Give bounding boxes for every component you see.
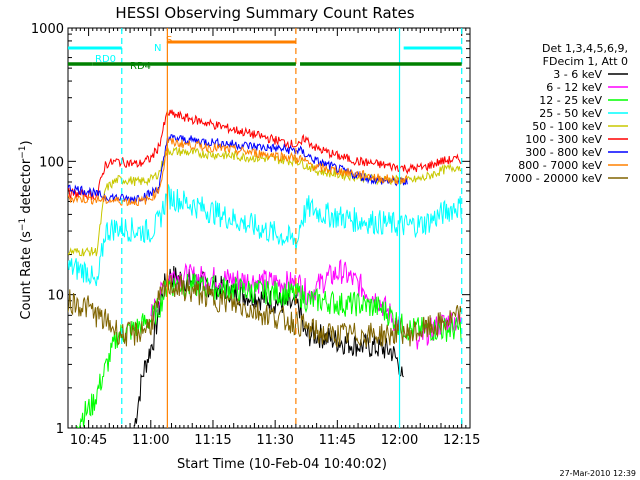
y-tick-label: 1000 [31,22,64,37]
series-2-line [150,258,462,350]
footer-timestamp: 27-Mar-2010 12:39 [560,469,637,478]
legend: Det 1,3,4,5,6,9,FDecim 1, Att 03 - 6 keV… [504,42,628,185]
state-label-rd4: RD4 [130,61,151,72]
x-tick-label: 11:45 [319,433,356,448]
legend-label: 300 - 800 keV [525,146,602,159]
x-tick-label: 12:00 [381,433,418,448]
legend-label: 7000 - 20000 keV [504,172,602,185]
state-label-s: S [166,35,172,46]
legend-label: 6 - 12 keV [546,81,602,94]
x-tick-label: 12:15 [443,433,480,448]
legend-header: FDecim 1, Att 0 [543,55,628,68]
series-9-line [68,272,462,348]
legend-label: 12 - 25 keV [539,94,602,107]
chart-title: HESSI Observing Summary Count Rates [115,4,414,22]
x-tick-label: 11:15 [194,433,231,448]
x-tick-label: 11:30 [256,433,293,448]
state-label-rd0: RD0 [95,54,116,65]
y-tick-label: 10 [47,289,64,304]
legend-label: 100 - 300 keV [525,133,602,146]
series-7-line [68,134,408,204]
series-6-line [68,109,462,201]
y-tick-label: 100 [39,155,64,170]
legend-label: 800 - 7000 keV [518,159,602,172]
plot-area: 1 10 100 1000 10:45 11:00 11:15 11:30 11:45 12:00… [31,22,481,448]
x-tick-label: 11:00 [132,433,169,448]
series-8-line [68,137,408,207]
x-tick-label: 10:45 [70,433,107,448]
legend-header: Det 1,3,4,5,6,9, [542,42,628,55]
series-4-line [68,184,462,287]
x-axis-label: Start Time (10-Feb-04 10:40:02) [177,457,387,472]
legend-label: 25 - 50 keV [539,107,602,120]
legend-label: 3 - 6 keV [553,68,602,81]
plot-frame [67,27,471,429]
series-3-line [75,272,462,428]
state-label-n: N [154,43,161,54]
y-axis-label: Count Rate (s−1 detector−1) [18,140,34,319]
y-tick-label: 1 [56,422,64,437]
legend-label: 50 - 100 keV [532,120,602,133]
